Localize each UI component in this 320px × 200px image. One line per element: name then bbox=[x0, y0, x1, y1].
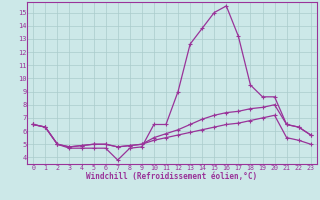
X-axis label: Windchill (Refroidissement éolien,°C): Windchill (Refroidissement éolien,°C) bbox=[86, 172, 258, 181]
